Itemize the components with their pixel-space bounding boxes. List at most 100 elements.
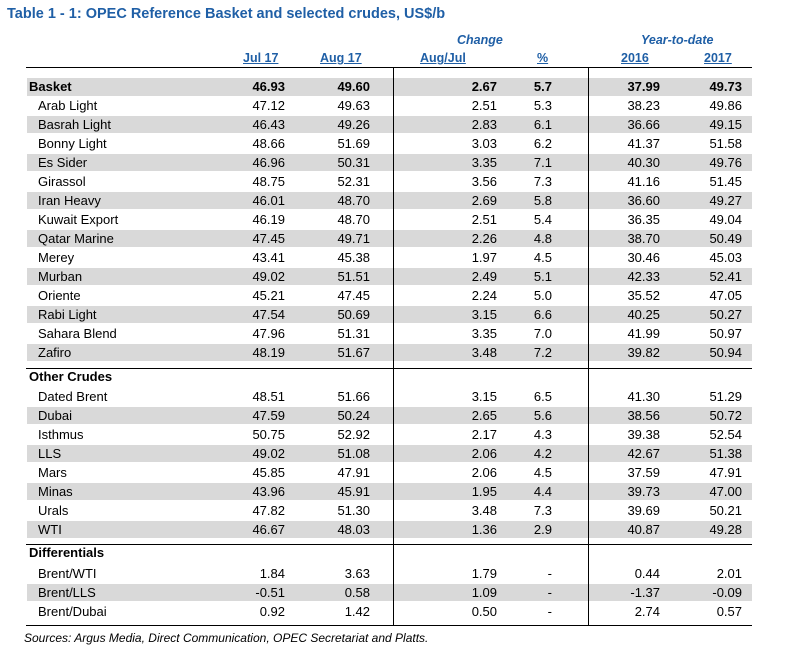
cell-pct: 7.0 xyxy=(533,326,552,341)
row-label: Urals xyxy=(38,503,69,518)
cell-aug: 48.70 xyxy=(337,193,370,208)
cell-jul: 0.92 xyxy=(259,604,285,619)
cell-pct: 5.7 xyxy=(533,79,552,94)
cell-jul: 50.75 xyxy=(252,427,285,442)
cell-jul: 45.85 xyxy=(252,465,285,480)
table-row: Sahara Blend 47.96 51.31 3.35 7.0 41.99 50.97 xyxy=(0,324,790,343)
row-label: Merey xyxy=(38,250,75,265)
cell-y17: 50.27 xyxy=(709,307,742,322)
cell-y16: 39.38 xyxy=(627,427,660,442)
table-row: LLS 49.02 51.08 2.06 4.2 42.67 51.38 xyxy=(0,444,790,463)
cell-pct: 5.0 xyxy=(533,288,552,303)
cell-jul: 46.01 xyxy=(252,193,285,208)
row-label: WTI xyxy=(38,522,62,537)
cell-aug: 52.31 xyxy=(337,174,370,189)
cell-y16: 40.30 xyxy=(627,155,660,170)
cell-chg: 2.83 xyxy=(471,117,497,132)
cell-jul: 1.84 xyxy=(259,566,285,581)
row-band xyxy=(27,407,752,424)
cell-aug: 1.42 xyxy=(344,604,370,619)
cell-y17: 49.73 xyxy=(709,79,742,94)
row-label: Minas xyxy=(38,484,73,499)
bottom-rule xyxy=(26,625,752,626)
col-header-pct: % xyxy=(537,51,549,65)
cell-chg: 1.79 xyxy=(471,566,497,581)
cell-y16: 36.66 xyxy=(627,117,660,132)
row-label: Isthmus xyxy=(38,427,84,442)
cell-aug: 51.66 xyxy=(337,389,370,404)
cell-pct: 5.3 xyxy=(533,98,552,113)
table-row: Dated Brent 48.51 51.66 3.15 6.5 41.30 51.29 xyxy=(0,387,790,406)
cell-y17: 50.72 xyxy=(709,408,742,423)
col-header-aug17: Aug 17 xyxy=(320,51,362,65)
cell-jul: 48.75 xyxy=(252,174,285,189)
table-row: Rabi Light 47.54 50.69 3.15 6.6 40.25 50.27 xyxy=(0,305,790,324)
cell-y16: -1.37 xyxy=(630,585,660,600)
cell-chg: 2.69 xyxy=(471,193,497,208)
cell-jul: 49.02 xyxy=(252,446,285,461)
cell-y17: 49.04 xyxy=(709,212,742,227)
cell-pct: 5.1 xyxy=(533,269,552,284)
table-row: Basrah Light 46.43 49.26 2.83 6.1 36.66 49.15 xyxy=(0,115,790,134)
cell-pct: - xyxy=(547,566,552,581)
col-header-jul17: Jul 17 xyxy=(243,51,279,65)
cell-aug: 47.91 xyxy=(337,465,370,480)
row-label: Oriente xyxy=(38,288,81,303)
cell-y17: 52.41 xyxy=(709,269,742,284)
cell-y16: 39.69 xyxy=(627,503,660,518)
cell-aug: 52.92 xyxy=(337,427,370,442)
cell-jul: 48.66 xyxy=(252,136,285,151)
cell-aug: 50.31 xyxy=(337,155,370,170)
table-row: Girassol 48.75 52.31 3.56 7.3 41.16 51.45 xyxy=(0,172,790,191)
cell-aug: 51.30 xyxy=(337,503,370,518)
cell-y17: 49.76 xyxy=(709,155,742,170)
cell-y16: 36.35 xyxy=(627,212,660,227)
row-band xyxy=(27,521,752,538)
cell-pct: 7.3 xyxy=(533,503,552,518)
cell-y16: 36.60 xyxy=(627,193,660,208)
cell-chg: 3.35 xyxy=(471,326,497,341)
cell-jul: 46.19 xyxy=(252,212,285,227)
cell-chg: 2.06 xyxy=(471,446,497,461)
row-band xyxy=(27,584,752,601)
cell-pct: 6.1 xyxy=(533,117,552,132)
row-label: Iran Heavy xyxy=(38,193,101,208)
cell-y17: 49.28 xyxy=(709,522,742,537)
cell-y16: 40.25 xyxy=(627,307,660,322)
row-band xyxy=(27,268,752,285)
cell-jul: 46.43 xyxy=(252,117,285,132)
cell-jul: 46.96 xyxy=(252,155,285,170)
row-label: Brent/WTI xyxy=(38,566,97,581)
row-label: Brent/LLS xyxy=(38,585,96,600)
cell-y16: 38.70 xyxy=(627,231,660,246)
cell-y16: 38.23 xyxy=(627,98,660,113)
cell-pct: 7.2 xyxy=(533,345,552,360)
cell-aug: 47.45 xyxy=(337,288,370,303)
cell-aug: 49.60 xyxy=(337,79,370,94)
cell-chg: 1.95 xyxy=(471,484,497,499)
cell-chg: 1.36 xyxy=(471,522,497,537)
cell-aug: 48.03 xyxy=(337,522,370,537)
cell-chg: 2.51 xyxy=(471,212,497,227)
table-row: Kuwait Export 46.19 48.70 2.51 5.4 36.35 49.04 xyxy=(0,210,790,229)
cell-aug: 49.63 xyxy=(337,98,370,113)
cell-y16: 30.46 xyxy=(627,250,660,265)
cell-aug: 51.31 xyxy=(337,326,370,341)
cell-y17: 2.01 xyxy=(716,566,742,581)
cell-y16: 41.30 xyxy=(627,389,660,404)
table-row: Merey 43.41 45.38 1.97 4.5 30.46 45.03 xyxy=(0,248,790,267)
cell-y17: 51.58 xyxy=(709,136,742,151)
row-label: Basket xyxy=(29,79,72,94)
cell-chg: 3.35 xyxy=(471,155,497,170)
table-row: WTI 46.67 48.03 1.36 2.9 40.87 49.28 xyxy=(0,520,790,539)
cell-y16: 37.99 xyxy=(627,79,660,94)
cell-y16: 38.56 xyxy=(627,408,660,423)
cell-jul: 45.21 xyxy=(252,288,285,303)
cell-pct: 4.5 xyxy=(533,465,552,480)
source-note: Sources: Argus Media, Direct Communicati… xyxy=(24,631,429,645)
cell-jul: 47.45 xyxy=(252,231,285,246)
row-band xyxy=(27,445,752,462)
cell-chg: 2.24 xyxy=(471,288,497,303)
cell-y16: 35.52 xyxy=(627,288,660,303)
cell-aug: 51.69 xyxy=(337,136,370,151)
